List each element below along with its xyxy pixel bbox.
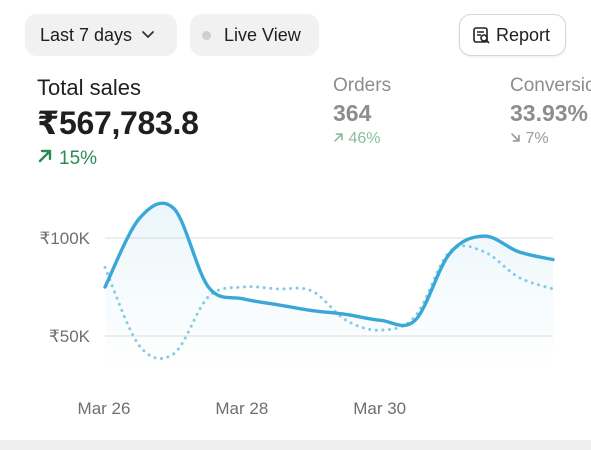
x-tick-label: Mar 26	[78, 399, 131, 418]
sales-line-chart[interactable]: ₹100K ₹50K Mar 26 Mar 28 Mar 30	[0, 180, 591, 430]
x-tick-label: Mar 30	[353, 399, 406, 418]
y-tick-label: ₹100K	[39, 229, 90, 248]
comparison-series-line	[103, 244, 555, 361]
report-label: Report	[496, 24, 551, 45]
status-dot-icon	[202, 30, 211, 40]
conversion-delta-value: 7%	[525, 130, 549, 147]
orders-label: Orders	[333, 75, 392, 96]
arrow-down-right-icon	[510, 130, 525, 147]
x-tick-label: Mar 28	[215, 399, 268, 418]
total-sales-delta: 15%	[37, 148, 199, 170]
total-sales-delta-value: 15%	[59, 148, 98, 169]
date-range-label: Last 7 days	[40, 24, 133, 45]
report-button[interactable]: Report	[459, 14, 566, 56]
orders-value: 364	[333, 100, 372, 126]
chevron-down-icon	[141, 27, 155, 44]
current-series-area	[105, 203, 553, 370]
conversion-delta: 7%	[510, 130, 591, 148]
total-sales-label: Total sales	[37, 75, 141, 100]
conversion-label: Conversio	[510, 75, 591, 96]
orders-delta: 46%	[333, 130, 391, 148]
current-series-line	[103, 201, 555, 328]
footer-divider	[0, 440, 591, 450]
total-sales-value: ₹567,783.8	[37, 105, 199, 141]
arrow-up-right-icon	[37, 148, 53, 170]
arrow-up-right-icon	[333, 130, 348, 147]
total-sales-card[interactable]: Total sales ₹567,783.8 15%	[37, 75, 199, 170]
orders-delta-value: 46%	[348, 130, 381, 147]
date-range-button[interactable]: Last 7 days	[25, 14, 177, 56]
y-tick-label: ₹50K	[49, 327, 91, 346]
live-view-button[interactable]: Live View	[190, 14, 319, 56]
conversion-value: 33.93%	[510, 100, 589, 126]
live-view-label: Live View	[224, 24, 301, 45]
orders-card[interactable]: Orders 364 46%	[333, 75, 391, 148]
conversion-card[interactable]: Conversio 33.93% 7%	[510, 75, 591, 148]
report-icon	[471, 25, 491, 45]
